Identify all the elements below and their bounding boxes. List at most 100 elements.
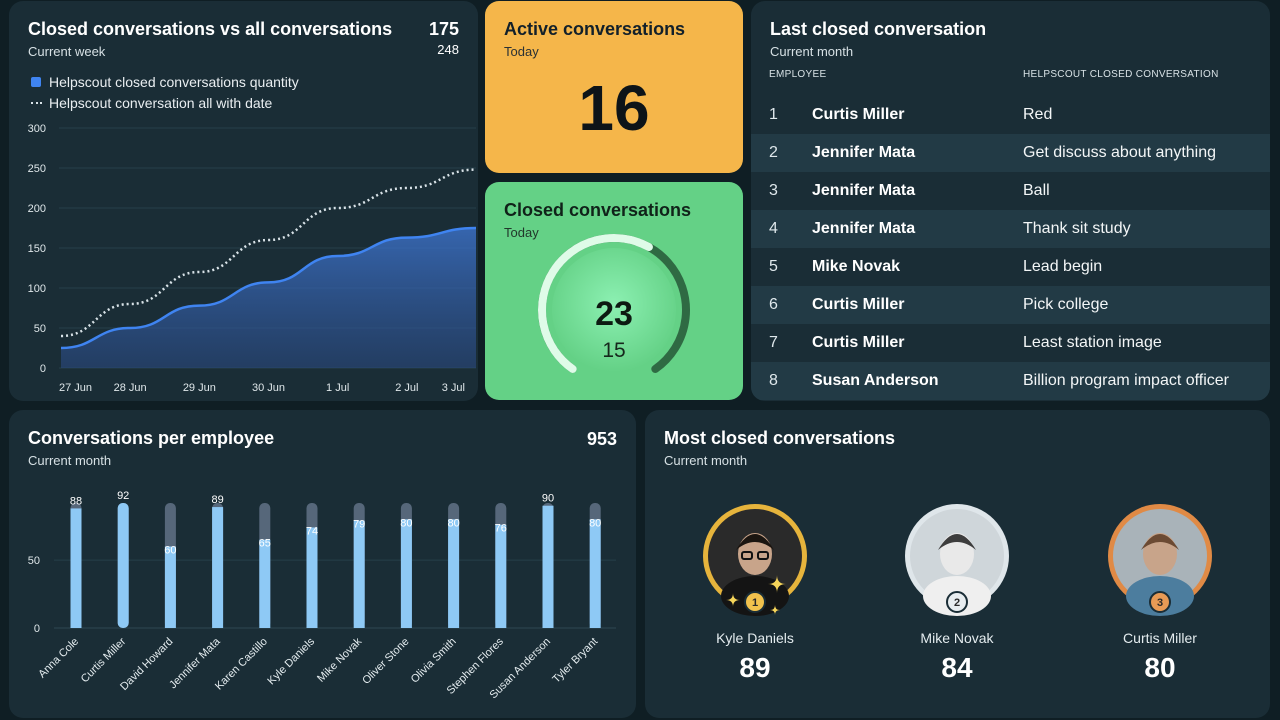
y-tick-label: 50 <box>28 555 40 567</box>
active-conversations-card: Active conversations Today 16 <box>485 1 743 173</box>
avatar: 2 <box>905 504 1009 616</box>
column-header-employee[interactable]: EMPLOYEE <box>769 69 827 80</box>
x-tick-label: 2 Jul <box>395 382 418 394</box>
table-row[interactable]: 7 Curtis Miller Least station image <box>751 324 1270 362</box>
card-title: Closed conversations vs all conversation… <box>28 19 393 39</box>
x-tick-label: Mike Novak <box>315 635 364 684</box>
rank-badge <box>1149 591 1171 613</box>
bar <box>448 519 460 628</box>
bar <box>400 519 412 628</box>
bar <box>117 503 129 628</box>
bar-value-label: 92 <box>117 490 129 502</box>
y-tick-label: 100 <box>28 283 46 295</box>
rank-badge <box>744 591 766 613</box>
card-title: Conversations per employee <box>28 428 275 448</box>
row-conversation: Thank sit study <box>1023 220 1131 237</box>
bar <box>306 527 318 628</box>
x-tick-label: Olivia Smith <box>409 636 459 686</box>
leader-value: 84 <box>941 652 973 683</box>
leader-1[interactable]: 1 Kyle Daniels 89 <box>675 502 835 702</box>
row-employee: Susan Anderson <box>812 372 939 389</box>
row-number: 2 <box>769 144 778 161</box>
row-employee: Curtis Miller <box>812 334 905 351</box>
table-row[interactable]: 4 Jennifer Mata Thank sit study <box>751 210 1270 248</box>
table-row[interactable]: 2 Jennifer Mata Get discuss about anything <box>751 134 1270 172</box>
legend-item-closed[interactable]: Helpscout closed conversations quantity <box>31 74 299 90</box>
column-header-conversation[interactable]: HELPSCOUT CLOSED CONVERSATION <box>1023 69 1219 80</box>
sparkle-icon <box>770 605 780 615</box>
table-row[interactable]: 3 Jennifer Mata Ball <box>751 172 1270 210</box>
card-subtitle: Today <box>504 44 539 59</box>
x-tick-label: 29 Jun <box>183 382 216 394</box>
bar-value-label: 90 <box>542 493 554 505</box>
card-subtitle: Today <box>504 225 539 240</box>
card-title: Most closed conversations <box>664 428 896 448</box>
total-all: 248 <box>437 42 459 57</box>
rank-number: 3 <box>1157 597 1163 609</box>
row-employee: Mike Novak <box>812 258 901 275</box>
closed-area <box>61 228 476 368</box>
total-value: 953 <box>586 429 617 449</box>
rank-number: 2 <box>954 597 960 609</box>
legend-dotted-line-icon <box>31 102 42 104</box>
bar <box>164 546 176 628</box>
sparkle-icon <box>726 593 740 607</box>
row-conversation: Get discuss about anything <box>1023 144 1217 161</box>
gauge-secondary: 15 <box>602 339 625 362</box>
card-title: Active conversations <box>504 19 686 39</box>
x-tick-label: 28 Jun <box>114 382 147 394</box>
row-employee: Curtis Miller <box>812 296 905 313</box>
leader-value: 80 <box>1144 652 1176 683</box>
y-tick-label: 0 <box>34 623 40 635</box>
bar <box>542 505 554 628</box>
per-employee-card: Conversations per employee Current month… <box>9 410 636 718</box>
bar-value-label: 76 <box>495 523 507 535</box>
gauge-fill <box>538 234 653 373</box>
leader-2[interactable]: 2 Mike Novak 84 <box>877 502 1037 702</box>
x-tick-label: Curtis Miller <box>79 635 129 685</box>
y-tick-label: 0 <box>40 363 46 375</box>
closed-conversations-card: Closed conversations Today 23 15 <box>485 182 743 400</box>
leader-name: Kyle Daniels <box>716 630 794 646</box>
bar-value-label: 60 <box>164 544 176 556</box>
row-number: 4 <box>769 220 778 237</box>
row-number: 7 <box>769 334 778 351</box>
row-conversation: Billion program impact officer <box>1023 372 1230 389</box>
row-conversation: Lead begin <box>1023 258 1103 275</box>
card-subtitle: Current month <box>28 453 112 468</box>
active-value: 16 <box>578 72 650 144</box>
row-number: 3 <box>769 182 778 199</box>
card-title: Last closed conversation <box>770 19 987 39</box>
x-tick-label: Tyler Bryant <box>550 636 600 686</box>
legend-label: Helpscout closed conversations quantity <box>49 74 299 90</box>
bar-value-label: 80 <box>589 517 601 529</box>
bar-value-label: 80 <box>447 517 459 529</box>
leader-3[interactable]: 3 Curtis Miller 80 <box>1080 502 1240 702</box>
closed-line <box>60 226 477 350</box>
bar-value-label: 80 <box>400 517 412 529</box>
total-closed: 175 <box>428 19 459 39</box>
all-line <box>60 168 477 338</box>
table-row[interactable]: 1 Curtis Miller Red <box>751 96 1270 134</box>
bar <box>70 508 82 628</box>
table-row[interactable]: 8 Susan Anderson Billion program impact of… <box>751 362 1270 400</box>
legend-square-icon <box>31 77 41 87</box>
table-row[interactable]: 5 Mike Novak Lead begin <box>751 248 1270 286</box>
row-number: 1 <box>769 106 778 123</box>
legend-item-all[interactable]: Helpscout conversation all with date <box>31 95 272 111</box>
bar <box>259 539 271 628</box>
row-conversation: Ball <box>1023 182 1050 199</box>
bar-value-label: 89 <box>211 494 223 506</box>
row-conversation: Least station image <box>1023 334 1162 351</box>
bar-value-label: 79 <box>353 519 365 531</box>
legend-label: Helpscout conversation all with date <box>49 95 273 111</box>
y-tick-label: 150 <box>28 243 46 255</box>
row-employee: Jennifer Mata <box>812 220 916 237</box>
table-row[interactable]: 6 Curtis Miller Pick college <box>751 286 1270 324</box>
x-tick-label: Anna Cole <box>36 636 81 681</box>
x-tick-label: 27 Jun <box>59 382 92 394</box>
x-tick-label: Kyle Daniels <box>265 635 317 687</box>
y-tick-label: 200 <box>28 203 46 215</box>
y-tick-label: 250 <box>28 163 46 175</box>
